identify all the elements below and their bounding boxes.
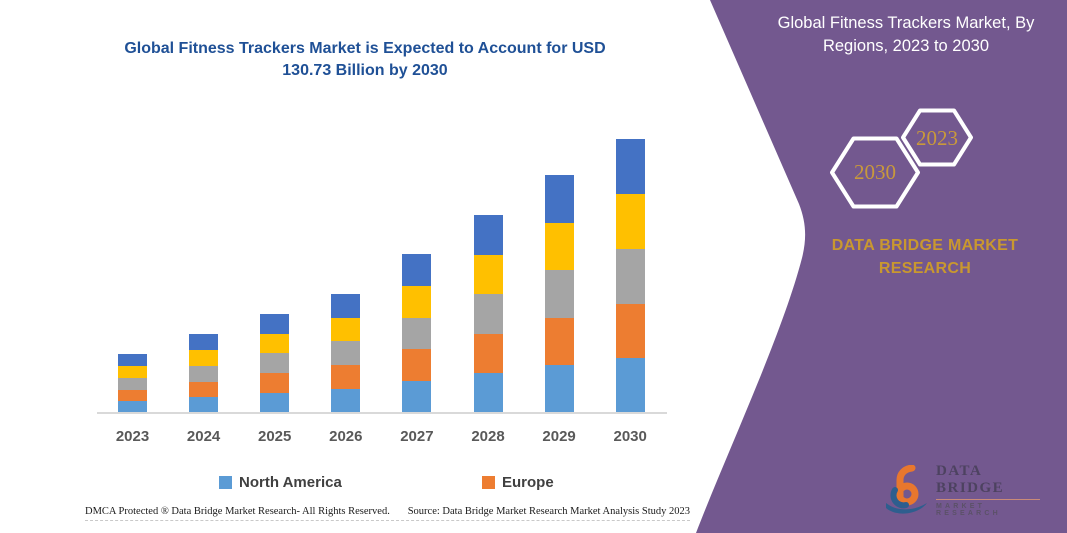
bar-segment-unlabeled-blue — [402, 254, 432, 286]
bar-segment-north-america — [260, 393, 290, 413]
bar-segment-north-america — [331, 389, 361, 413]
bar-segment-unlabeled-gray — [331, 341, 361, 366]
bar-2023 — [118, 354, 147, 413]
bar-segment-europe — [118, 389, 147, 402]
bar-segment-europe — [615, 303, 645, 359]
bar-segment-unlabeled-gray — [615, 248, 645, 304]
bar-segment-unlabeled-yellow — [118, 366, 147, 378]
dbmr-logo: DATA BRIDGE MARKET RESEARCH — [882, 463, 1044, 517]
bar-segment-unlabeled-blue — [118, 354, 147, 367]
legend-label-north-america: North America — [239, 474, 342, 491]
bar-segment-europe — [260, 373, 290, 394]
brand-text: DATA BRIDGE MARKET RESEARCH — [831, 237, 1019, 278]
chart-legend: North America Europe — [0, 474, 680, 496]
bar-segment-unlabeled-blue — [331, 293, 361, 318]
bar-2028 — [473, 215, 503, 413]
bar-segment-unlabeled-yellow — [402, 285, 432, 318]
x-axis-label-2030: 2030 — [613, 428, 647, 445]
bar-segment-unlabeled-yellow — [260, 333, 290, 354]
bar-segment-unlabeled-gray — [260, 353, 290, 374]
bar-segment-europe — [331, 365, 361, 390]
dbmr-logo-mark-icon — [886, 465, 927, 514]
x-axis-label-2023: 2023 — [115, 428, 150, 445]
legend-swatch-europe — [482, 476, 495, 489]
footer: DMCA Protected ® Data Bridge Market Rese… — [85, 506, 690, 521]
logo-divider — [936, 499, 1040, 500]
chart-title-line1: Global Fitness Trackers Market is Expect… — [124, 40, 606, 57]
x-axis-label-2028: 2028 — [471, 428, 505, 445]
bar-segment-unlabeled-blue — [473, 215, 503, 255]
x-axis-label-2026: 2026 — [329, 428, 363, 445]
hexagon-2023-label: 2023 — [916, 126, 958, 150]
logo-subtitle: MARKET RESEARCH — [936, 503, 1001, 517]
bar-segment-unlabeled-yellow — [615, 194, 645, 249]
bar-segment-unlabeled-gray — [189, 365, 219, 382]
bar-segment-unlabeled-blue — [189, 334, 219, 351]
bar-2024 — [189, 334, 219, 413]
bar-segment-europe — [189, 381, 219, 398]
bar-segment-unlabeled-yellow — [473, 254, 503, 295]
legend-item-north-america: North America — [219, 474, 342, 491]
footer-source-text: Source: Data Bridge Market Research Mark… — [407, 506, 690, 517]
chart-title-line2: 130.73 Billion by 2030 — [282, 61, 448, 79]
bar-segment-unlabeled-yellow — [331, 317, 361, 342]
x-axis-label-2029: 2029 — [542, 428, 576, 445]
bar-segment-unlabeled-blue — [615, 139, 645, 195]
x-axis-label-2024: 2024 — [186, 428, 221, 445]
side-panel-shape — [696, 0, 1067, 533]
bar-2029 — [544, 175, 574, 413]
bar-segment-europe — [544, 317, 574, 366]
bar-segment-unlabeled-gray — [473, 294, 503, 334]
bar-segment-north-america — [615, 358, 645, 413]
legend-swatch-north-america — [219, 476, 232, 489]
bar-segment-north-america — [402, 381, 432, 413]
bar-2025 — [260, 313, 290, 413]
x-axis-label-2027: 2027 — [400, 428, 434, 445]
legend-label-europe: Europe — [502, 474, 554, 491]
bar-segment-unlabeled-yellow — [544, 222, 574, 271]
logo-title: DATA BRIDGE — [936, 463, 1005, 496]
bar-segment-unlabeled-gray — [118, 377, 147, 390]
hexagon-2030-label: 2030 — [854, 160, 896, 184]
x-axis-label-2025: 2025 — [258, 428, 292, 445]
dbmr-logo-text: DATA BRIDGE MARKET RESEARCH — [936, 463, 1044, 517]
bar-2026 — [331, 293, 361, 413]
bar-segment-north-america — [189, 397, 219, 413]
bar-segment-unlabeled-blue — [544, 175, 574, 223]
bar-segment-europe — [473, 333, 503, 374]
chart-title: Global Fitness Trackers Market is Expect… — [85, 38, 645, 81]
hexagon-2023 — [901, 108, 973, 167]
bar-segment-north-america — [118, 401, 147, 413]
x-axis-line — [97, 412, 667, 414]
bar-segment-europe — [402, 349, 432, 382]
hexagon-2030 — [830, 136, 920, 209]
footer-dmca-text: DMCA Protected ® Data Bridge Market Rese… — [85, 506, 390, 517]
bar-segment-north-america — [544, 365, 574, 413]
bar-segment-unlabeled-gray — [402, 317, 432, 350]
bar-segment-unlabeled-blue — [260, 313, 290, 334]
bar-segment-unlabeled-yellow — [189, 350, 219, 366]
side-panel-heading: Global Fitness Trackers Market, By Regio… — [777, 14, 1035, 55]
bar-segment-north-america — [473, 373, 503, 413]
bar-2027 — [402, 254, 432, 413]
legend-item-europe: Europe — [482, 474, 554, 491]
bar-2030 — [615, 139, 645, 413]
bar-segment-unlabeled-gray — [544, 270, 574, 318]
